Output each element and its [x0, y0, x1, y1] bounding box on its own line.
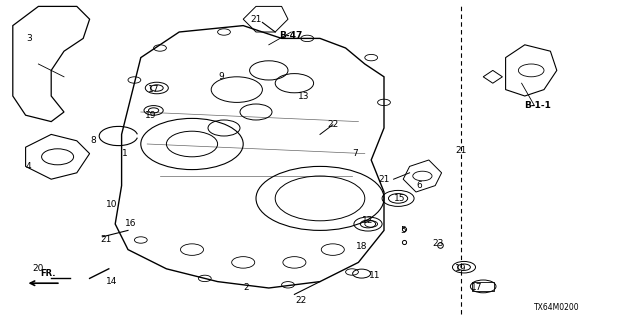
Text: 22: 22: [327, 120, 339, 129]
Text: B-47: B-47: [280, 31, 303, 40]
Circle shape: [365, 54, 378, 61]
Text: 23: 23: [433, 239, 444, 248]
Text: 9: 9: [218, 72, 223, 81]
Text: 20: 20: [33, 264, 44, 273]
Text: TX64M0200: TX64M0200: [534, 303, 580, 312]
Text: FR.: FR.: [40, 269, 56, 278]
Text: 21: 21: [100, 236, 111, 244]
Text: 11: 11: [369, 271, 380, 280]
Text: 21: 21: [250, 15, 262, 24]
Circle shape: [134, 237, 147, 243]
Text: 22: 22: [295, 296, 307, 305]
Circle shape: [282, 282, 294, 288]
Text: 21: 21: [378, 175, 390, 184]
Circle shape: [218, 29, 230, 35]
Circle shape: [378, 99, 390, 106]
Text: 16: 16: [125, 220, 137, 228]
Text: 14: 14: [106, 277, 118, 286]
Text: 19: 19: [145, 111, 156, 120]
Text: 5: 5: [401, 226, 406, 235]
Text: 6: 6: [417, 181, 422, 190]
Text: 15: 15: [394, 194, 406, 203]
Text: 1: 1: [122, 149, 127, 158]
Text: 12: 12: [362, 216, 374, 225]
Circle shape: [198, 275, 211, 282]
Text: 19: 19: [455, 264, 467, 273]
Circle shape: [154, 45, 166, 51]
Text: 21: 21: [455, 146, 467, 155]
Text: 8: 8: [90, 136, 95, 145]
Text: 17: 17: [148, 85, 159, 94]
Circle shape: [301, 35, 314, 42]
Circle shape: [128, 77, 141, 83]
Text: B-1-1: B-1-1: [524, 101, 551, 110]
Text: 7: 7: [353, 149, 358, 158]
Text: 10: 10: [106, 200, 118, 209]
Text: 17: 17: [471, 284, 483, 292]
Circle shape: [365, 221, 378, 227]
Text: 2: 2: [244, 284, 249, 292]
Text: 13: 13: [298, 92, 310, 100]
Text: 3: 3: [26, 34, 31, 43]
Text: 4: 4: [26, 162, 31, 171]
Circle shape: [346, 269, 358, 275]
Text: 18: 18: [356, 242, 367, 251]
